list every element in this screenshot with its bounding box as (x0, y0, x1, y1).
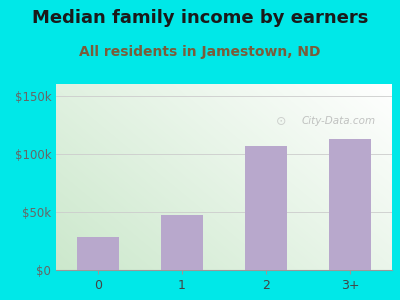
Text: Median family income by earners: Median family income by earners (32, 9, 368, 27)
Text: City-Data.com: City-Data.com (301, 116, 376, 126)
Text: ⊙: ⊙ (276, 115, 286, 128)
Text: All residents in Jamestown, ND: All residents in Jamestown, ND (79, 45, 321, 59)
Bar (245, 146, 287, 270)
Bar (161, 215, 203, 270)
Bar (329, 139, 371, 270)
Bar (77, 238, 119, 270)
